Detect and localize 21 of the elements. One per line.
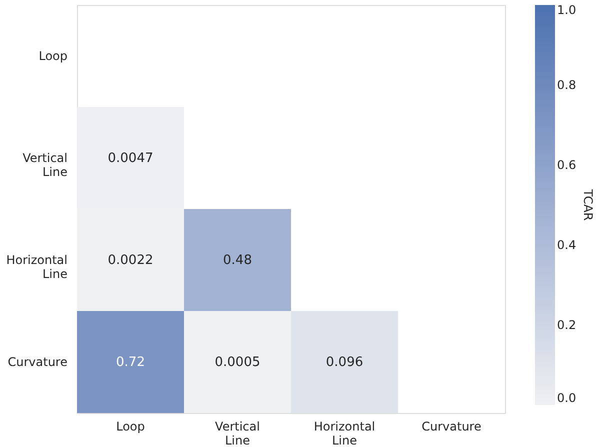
x-tick-label: Horizontal Line [314,420,376,447]
x-tick-label: Loop [116,420,145,434]
x-tick-label: Curvature [422,420,482,434]
color-bar-label: 0.6 [557,158,576,172]
color-bar-label: 0.8 [557,78,576,92]
data-label: 0.0005 [214,355,260,370]
color-bar-label: 0.0 [557,391,576,405]
data-label: 0.096 [326,355,364,370]
data-label: 0.0022 [108,253,154,268]
y-tick-label: Loop [38,49,68,63]
y-tick-label: Vertical Line [22,151,68,179]
color-bar-label: 0.4 [557,238,576,252]
color-bar-title: TCAR [581,188,595,221]
y-tick-label: Curvature [8,355,68,369]
color-bar-label: 0.2 [557,318,576,332]
data-label: 0.48 [223,253,252,268]
color-bar-label: 1.0 [557,3,576,17]
y-tick-label: Horizontal Line [6,253,68,281]
data-label: 0.72 [116,355,145,370]
data-label: 0.0047 [108,151,154,166]
x-tick-label: Vertical Line [215,420,260,447]
